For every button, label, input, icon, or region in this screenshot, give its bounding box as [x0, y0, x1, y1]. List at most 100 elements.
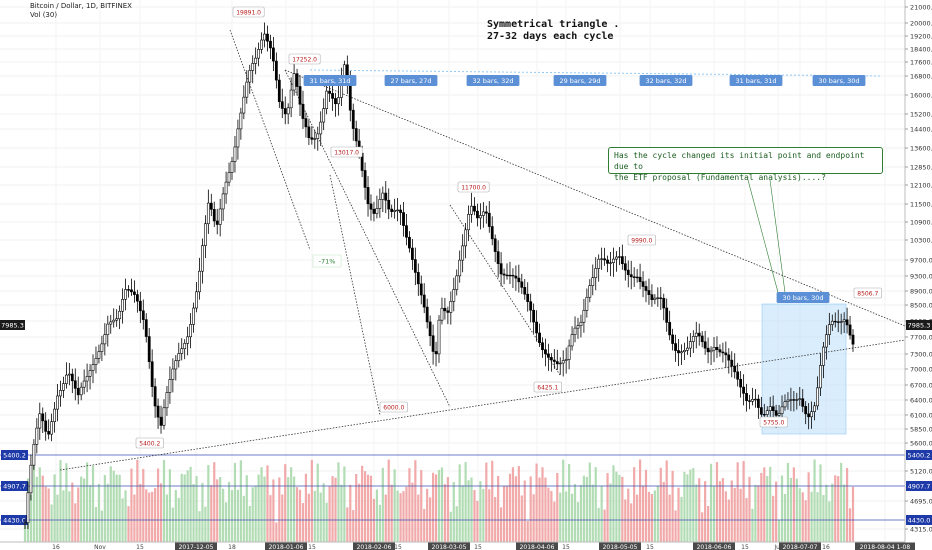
candle-body [434, 351, 438, 355]
volume-bar [59, 460, 62, 542]
candle-body [274, 60, 278, 81]
volume-bar [399, 493, 402, 542]
candle-body [428, 321, 432, 337]
time-axis: 16 Nov 15 2017-12-05 18 2018-01-06 15 2018-02-0… [0, 541, 915, 550]
x-tick-label: 15 [136, 544, 144, 550]
y-tick-label: 18400.0 [910, 46, 932, 54]
candle-body [467, 213, 470, 231]
candle-body [449, 301, 453, 313]
candle-body [292, 73, 296, 91]
x-tick-label: Nov [94, 544, 106, 550]
candle-body [337, 97, 340, 105]
level-label-right [906, 450, 932, 460]
volume-bar [757, 485, 760, 542]
candle-body [674, 343, 677, 351]
volume-bar [644, 469, 648, 542]
x-tick-label: 2018-06-06 [697, 544, 732, 550]
candle-body [431, 335, 435, 352]
volume-bar [579, 484, 583, 542]
volume-bar [224, 502, 228, 542]
volume-bar [698, 478, 701, 542]
level-label-left-text: 4907.7 [3, 483, 26, 491]
volume-bar [665, 460, 668, 542]
candle-body [79, 386, 83, 396]
x-date-box [855, 542, 915, 550]
level-label-left-text: 4430.0 [3, 517, 26, 525]
candle-body [789, 399, 793, 401]
volume-bar [77, 487, 80, 542]
y-tick-label: 8500.0 [910, 302, 932, 310]
candle-body [115, 318, 119, 321]
candle-body [384, 192, 388, 201]
volume-bar [145, 489, 148, 542]
cycle-label [639, 75, 693, 86]
candle-body [538, 332, 541, 344]
volume-bar [828, 501, 831, 542]
volume-bar [733, 487, 736, 542]
volume-bar [674, 510, 677, 542]
volume-bar [541, 467, 544, 542]
volume-bar [470, 477, 473, 542]
volume-bar [783, 494, 787, 542]
volume-bar [278, 477, 281, 542]
candle-body [103, 334, 107, 345]
candle-body [94, 358, 98, 365]
candle-body [251, 63, 255, 71]
y-tick-label: 12850.0 [910, 164, 932, 172]
volume-bar [467, 480, 470, 542]
y-tick-label: 15200.0 [910, 111, 932, 119]
candle-body [180, 348, 184, 354]
volume-bar [437, 469, 441, 542]
volume-bar [559, 492, 562, 542]
volume-bar [819, 464, 822, 542]
candle-body [67, 373, 71, 376]
candle-body [792, 399, 796, 401]
candle-body [215, 220, 219, 225]
candle-body [615, 256, 618, 260]
candle-body [47, 431, 51, 435]
candle-body [688, 341, 692, 349]
volume-bar [322, 483, 325, 542]
candle-body [709, 349, 713, 353]
candle-body [29, 464, 33, 494]
candle-body [147, 336, 151, 363]
volume-bar [346, 507, 349, 542]
volume-bar [118, 474, 121, 542]
candle-body [50, 421, 54, 435]
cycle-label [553, 75, 607, 86]
volume-bar [207, 465, 210, 542]
candle-body [121, 298, 124, 312]
x-date-box [779, 542, 821, 550]
volume-bar [502, 486, 506, 542]
volume-bar [792, 467, 795, 542]
candle-body [159, 416, 163, 426]
x-tick-label: 2018-04-06 [520, 544, 555, 550]
cycle-guide-line [309, 69, 881, 77]
volume-bar [532, 494, 535, 542]
candle-body [623, 263, 627, 271]
volume-bar [479, 481, 482, 542]
y-tick-label: 16000.0 [910, 92, 932, 100]
volume-bar [751, 508, 754, 542]
volume-bar [171, 507, 174, 542]
volume-bar [372, 498, 376, 542]
plot-background [0, 0, 905, 542]
volume-bar [94, 507, 98, 542]
note-line-1: Has the cycle changed its initial point … [614, 151, 865, 171]
volume-bar [396, 490, 399, 542]
cycle-label-text: 27 bars, 27d [390, 77, 431, 85]
volume-bar [50, 504, 53, 542]
volume-bar [443, 484, 447, 542]
candle-body [124, 289, 127, 300]
volume-bar [80, 476, 83, 542]
volume-bar [840, 462, 843, 542]
candle-body [526, 293, 530, 303]
volume-bar [695, 484, 698, 542]
candle-body [671, 334, 675, 344]
trend-line [284, 69, 906, 327]
x-date-box [353, 542, 395, 550]
candle-body [212, 209, 216, 222]
candle-body [260, 39, 263, 50]
volume-bar [284, 464, 287, 542]
